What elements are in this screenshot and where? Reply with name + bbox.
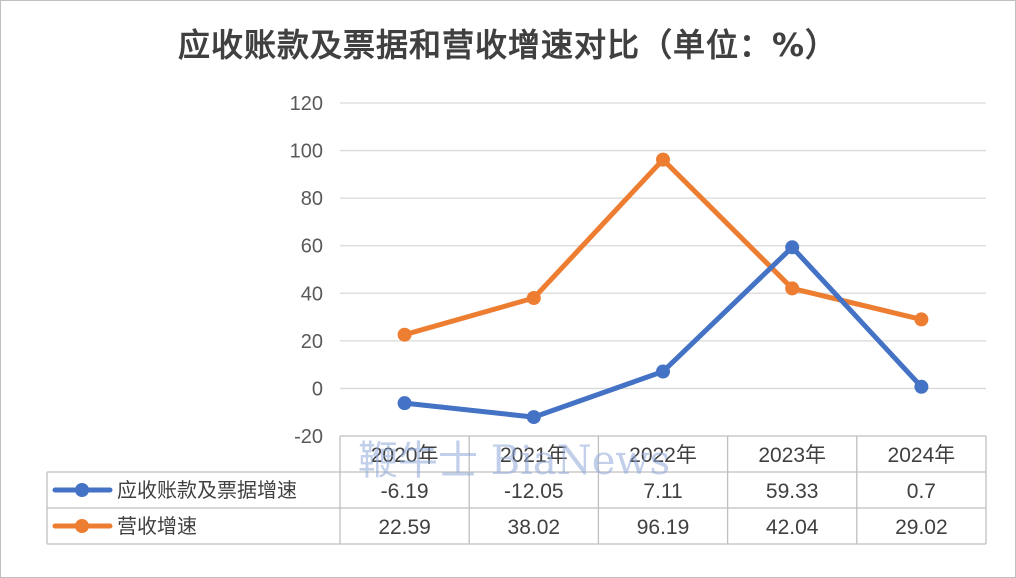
series-line (402, 244, 924, 420)
y-tick-label: 20 (301, 331, 323, 353)
x-category-label: 2023年 (758, 444, 826, 467)
data-table-value: -6.19 (381, 480, 429, 503)
y-tick-label: 80 (301, 188, 323, 210)
data-table-value: 42.04 (766, 516, 819, 539)
y-tick-label: 0 (312, 378, 323, 400)
x-category-label: 2021年 (500, 444, 568, 467)
y-tick-label: 40 (301, 283, 323, 305)
y-tick-label: 120 (290, 93, 323, 115)
data-table-value: 38.02 (508, 516, 561, 539)
data-point (656, 152, 670, 167)
data-point (785, 281, 800, 296)
data-point (914, 379, 929, 394)
gridlines (340, 102, 986, 390)
data-point (526, 290, 541, 305)
data-point (397, 327, 412, 342)
data-table-value: 29.02 (895, 516, 948, 539)
data-table-value: 22.59 (378, 516, 431, 539)
data-table-value: 0.7 (907, 480, 936, 503)
legend-key-marker (75, 483, 89, 497)
y-tick-label: -20 (294, 426, 323, 448)
y-tick-label: 100 (290, 141, 323, 163)
watermark-group: 鞭牛士 BiaNews (358, 438, 670, 484)
chart-title: 应收账款及票据和营收增速对比（单位：%） (177, 26, 839, 64)
legend-series-name: 营收增速 (117, 514, 197, 538)
x-category-label: 2020年 (371, 444, 439, 467)
y-tick-label: 60 (301, 236, 323, 258)
x-category-label: 2022年 (629, 444, 697, 467)
watermark: 鞭牛士 BiaNews (358, 438, 670, 484)
data-table-value: -12.05 (504, 480, 564, 503)
series-lines (397, 152, 929, 425)
y-axis-ticks: 120 100 80 60 40 20 0 -20 (290, 93, 323, 448)
data-point (785, 240, 800, 255)
data-point (656, 364, 670, 379)
data-point (397, 396, 412, 411)
data-table-value: 59.33 (766, 480, 819, 503)
data-table-value: 96.19 (637, 516, 690, 539)
data-point (914, 312, 929, 327)
data-point (526, 410, 541, 425)
series-line (402, 157, 924, 338)
x-category-label: 2024年 (888, 444, 956, 467)
data-table-value: 7.11 (643, 480, 682, 503)
legend-series-name: 应收账款及票据增速 (117, 478, 297, 502)
legend-key-marker (75, 519, 89, 533)
